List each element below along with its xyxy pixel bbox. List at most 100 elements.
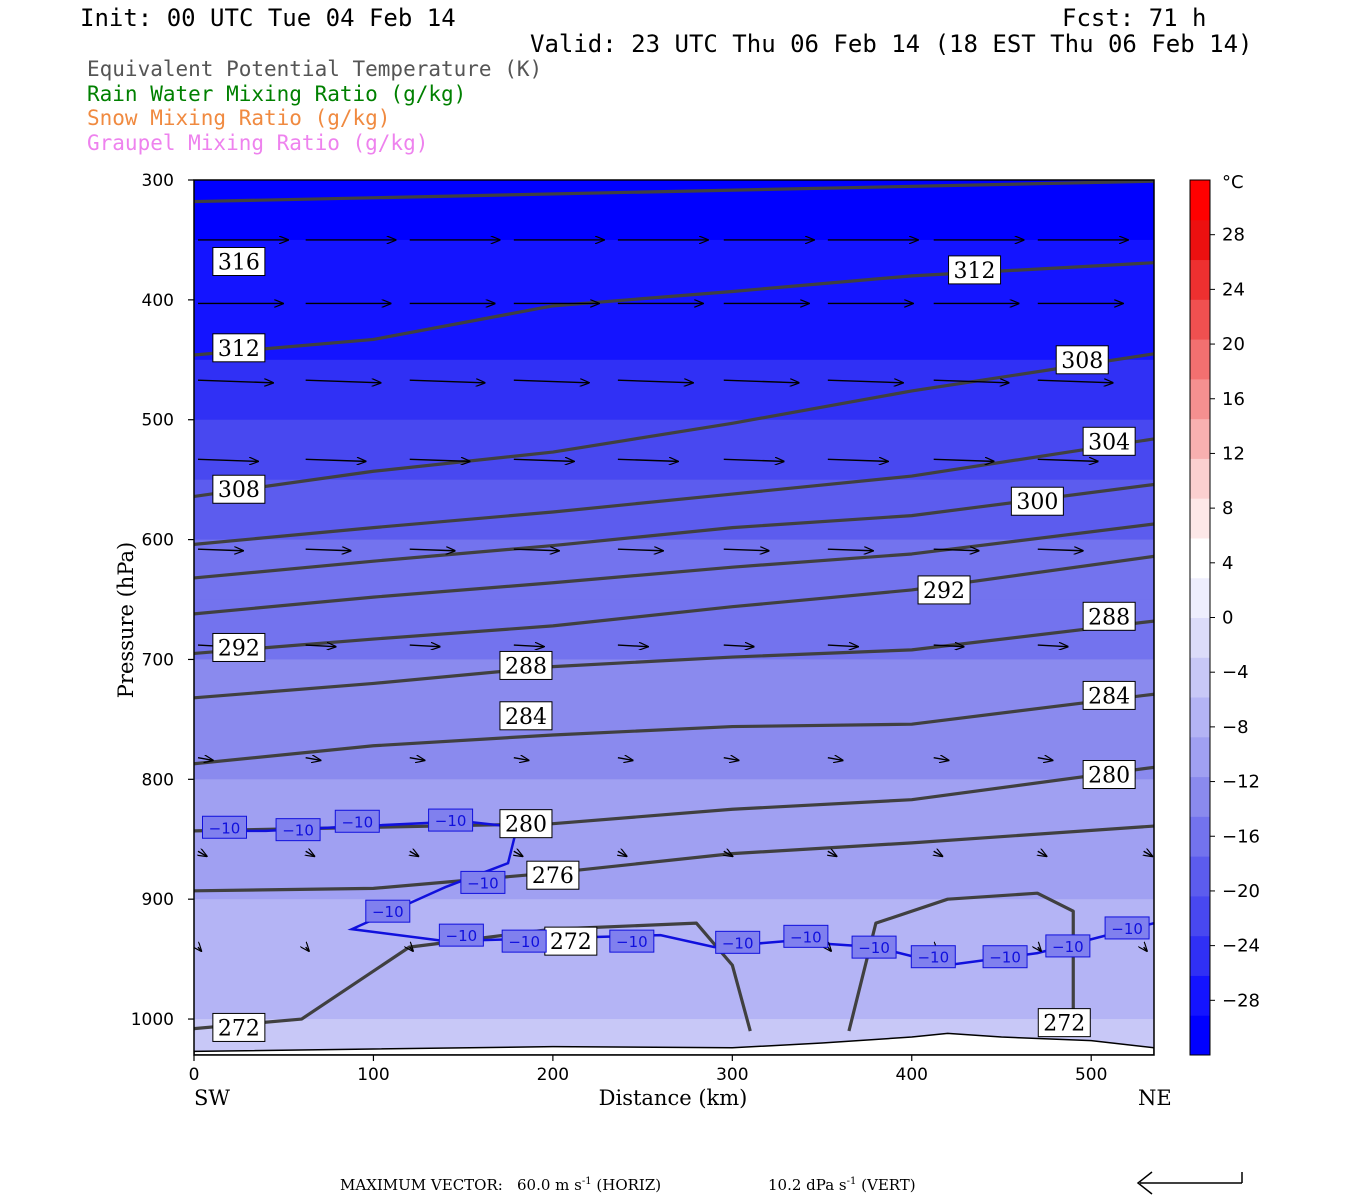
isotherm-label: −10 — [446, 927, 478, 945]
colorbar-tick-label: 28 — [1222, 225, 1245, 246]
isotherm-label: −10 — [616, 933, 648, 951]
wind-vector — [1144, 851, 1153, 856]
colorbar-tick-label: 8 — [1222, 498, 1233, 519]
colorbar-tick-label: 24 — [1222, 279, 1245, 300]
x-tick-label: 100 — [357, 1065, 389, 1085]
colorbar-segment — [1190, 975, 1210, 1016]
colorbar-segment — [1190, 259, 1210, 300]
temperature-band — [194, 659, 1154, 720]
theta-e-contour — [194, 692, 1154, 766]
wind-vector — [1037, 758, 1053, 761]
contour-label-box — [526, 860, 580, 890]
isotherm-label-box — [851, 935, 897, 959]
colorbar-segment — [1190, 378, 1210, 420]
wind-vector — [513, 380, 589, 383]
isotherm-label-box — [460, 870, 506, 894]
colorbar-segment — [1190, 657, 1210, 698]
contour-label-box — [544, 926, 598, 956]
colorbar-segment — [1190, 617, 1210, 658]
isotherm-label-box — [438, 923, 484, 947]
temperature-colorbar: °C 28 24 20 16 12 8 4 0 −4 −8 −12 −16 −20 −24 −28 — [1189, 172, 1260, 1056]
contour-label: 308 — [218, 478, 260, 503]
contour-label: 312 — [218, 337, 260, 362]
wind-vector — [410, 947, 413, 951]
colorbar-segment — [1190, 935, 1210, 976]
init-time: Init: 00 UTC Tue 04 Feb 14 — [80, 4, 456, 32]
contour-label: 288 — [1088, 605, 1130, 630]
x-tick-label: 200 — [537, 1065, 569, 1085]
contour-label: 292 — [218, 636, 260, 661]
legend-rain-water: Rain Water Mixing Ratio (g/kg) — [87, 82, 467, 106]
wind-vector — [723, 758, 739, 761]
contour-label: 280 — [505, 813, 547, 838]
contour-label-box — [917, 575, 971, 605]
wind-vector — [513, 459, 574, 461]
ne-label: NE — [1138, 1086, 1172, 1110]
contour-label-box — [1010, 486, 1064, 516]
wind-vector — [1038, 851, 1047, 856]
colorbar-tick-label: 4 — [1222, 553, 1233, 574]
wind-vector — [723, 549, 769, 551]
y-tick-label: 700 — [142, 650, 174, 670]
surface-terrain — [194, 1032, 1154, 1055]
colorbar-tick-label: −4 — [1222, 662, 1249, 683]
wind-vector — [513, 645, 544, 647]
theta-e-contour — [194, 482, 1154, 580]
temperature-band — [194, 299, 1154, 361]
wind-vector — [305, 549, 351, 551]
isotherm-label-box — [334, 809, 380, 833]
colorbar-segment — [1190, 418, 1210, 459]
contour-label: 284 — [505, 705, 547, 730]
wind-vector — [933, 645, 964, 647]
legend-graupel: Graupel Mixing Ratio (g/kg) — [87, 131, 429, 155]
isotherm-label-box — [783, 924, 829, 948]
wind-vector — [723, 459, 784, 461]
x-axis-label: Distance (km) — [599, 1086, 748, 1110]
contour-label: 308 — [1061, 349, 1103, 374]
isotherm-label: −10 — [722, 934, 754, 952]
wind-vector — [827, 459, 888, 461]
contour-label-box — [212, 1012, 266, 1042]
y-tick-label: 400 — [142, 291, 174, 311]
isotherm-label-box — [275, 818, 321, 842]
colorbar-tick-label: −8 — [1222, 717, 1249, 738]
legend-equiv-pot-temp: Equivalent Potential Temperature (K) — [87, 57, 543, 81]
colorbar-segment — [1190, 458, 1210, 499]
wind-vector — [934, 851, 943, 856]
isotherm-label-box — [428, 808, 474, 832]
max-vector-label: MAXIMUM VECTOR: — [340, 1176, 503, 1194]
contour-label-box — [948, 255, 1002, 285]
isotherm-label: −10 — [989, 949, 1021, 967]
colorbar-tick-label: 20 — [1222, 334, 1245, 355]
contour-label-box — [212, 333, 266, 363]
temperature-band — [194, 959, 1154, 1020]
wind-vector — [306, 947, 309, 951]
colorbar-unit: °C — [1222, 172, 1244, 193]
wind-vector — [724, 851, 733, 856]
colorbar-tick-label: 16 — [1222, 389, 1245, 410]
isotherm-label: −10 — [435, 812, 467, 830]
wind-vector — [1144, 947, 1147, 951]
y-tick-label: 300 — [142, 171, 174, 191]
wind-vector — [827, 549, 873, 551]
y-tick-label: 900 — [142, 890, 174, 910]
x-tick-label: 300 — [716, 1065, 748, 1085]
colorbar-segment — [1190, 339, 1210, 380]
wind-vector — [618, 851, 627, 856]
isotherm-label: −10 — [508, 933, 540, 951]
wind-vector — [933, 758, 949, 761]
theta-e-contour — [194, 824, 1154, 893]
colorbar-segment — [1190, 1015, 1210, 1056]
wind-vector — [1037, 459, 1098, 461]
wind-vector — [305, 380, 381, 383]
isotherm-label: −10 — [282, 822, 314, 840]
wind-vector — [933, 380, 1009, 383]
colorbar-segment — [1190, 537, 1210, 579]
wind-vector — [1037, 549, 1083, 551]
wind-vector — [1037, 645, 1068, 647]
contour-label-box — [499, 650, 553, 680]
legend-snow: Snow Mixing Ratio (g/kg) — [87, 106, 391, 130]
wind-vector — [305, 758, 321, 761]
temperature-band — [194, 419, 1154, 481]
wind-vector — [617, 549, 663, 551]
